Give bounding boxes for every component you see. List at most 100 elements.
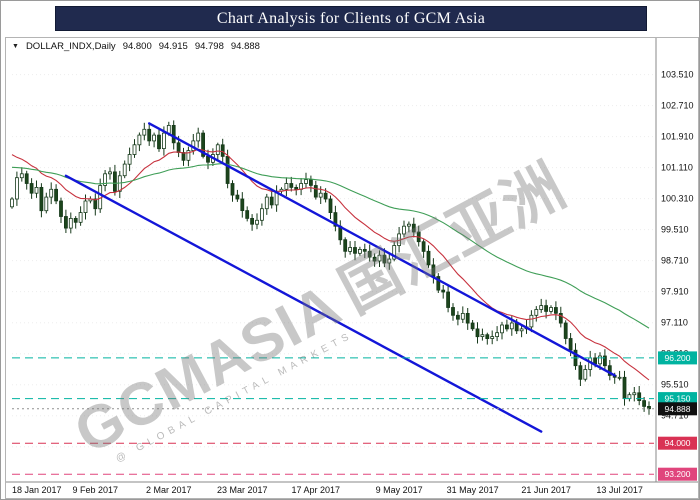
bear-candle bbox=[147, 128, 152, 142]
trendline-lower[interactable] bbox=[64, 174, 543, 433]
bear-candle bbox=[421, 241, 426, 252]
y-axis-label: 103.510 bbox=[661, 70, 694, 80]
bear-candle bbox=[181, 152, 186, 161]
bear-candle bbox=[411, 223, 416, 233]
bear-candle bbox=[328, 198, 333, 214]
grid bbox=[12, 74, 654, 448]
bear-candle bbox=[637, 392, 642, 401]
y-axis-label: 102.710 bbox=[661, 101, 694, 111]
bear-candle bbox=[431, 264, 436, 277]
bull-candle bbox=[78, 212, 83, 223]
bull-candle bbox=[186, 150, 191, 161]
bull-candle bbox=[632, 392, 637, 396]
bear-candle bbox=[451, 307, 455, 316]
bear-candle bbox=[558, 312, 563, 324]
bear-candle bbox=[544, 305, 548, 312]
bear-candle bbox=[308, 179, 313, 186]
x-axis-label: 23 Mar 2017 bbox=[217, 485, 268, 495]
trendline-upper[interactable] bbox=[147, 122, 616, 377]
bear-candle bbox=[475, 328, 480, 338]
bear-candle bbox=[225, 156, 230, 184]
bull-candle bbox=[152, 134, 157, 142]
bear-candle bbox=[113, 171, 117, 192]
bear-candle bbox=[426, 250, 431, 266]
bull-candle bbox=[264, 196, 269, 210]
bear-candle bbox=[603, 355, 607, 367]
bear-candle bbox=[206, 156, 210, 163]
y-axis-label: 101.110 bbox=[661, 163, 693, 173]
bear-candle bbox=[642, 400, 646, 407]
banner-title: Chart Analysis for Clients of GCM Asia bbox=[216, 9, 486, 27]
bear-candle bbox=[362, 248, 367, 252]
bear-candle bbox=[441, 289, 446, 293]
symbol-header: ▼ DOLLAR_INDX,Daily 94.800 94.915 94.798… bbox=[12, 41, 260, 52]
bear-candle bbox=[230, 183, 235, 196]
bear-candle bbox=[607, 365, 612, 376]
bull-candle bbox=[627, 394, 632, 400]
quote-open: 94.800 bbox=[122, 41, 152, 52]
bull-candle bbox=[142, 128, 147, 136]
x-axis-label: 21 Jun 2017 bbox=[521, 485, 571, 495]
x-axis-label: 2 Mar 2017 bbox=[146, 485, 192, 495]
y-axis-label: 95.510 bbox=[661, 380, 689, 390]
bear-candle bbox=[593, 357, 597, 365]
bull-candle bbox=[480, 334, 485, 338]
bull-candle bbox=[122, 163, 127, 177]
bear-candle bbox=[323, 192, 328, 200]
bear-candle bbox=[157, 134, 161, 150]
bear-candle bbox=[240, 198, 245, 212]
bull-candle bbox=[34, 186, 39, 194]
x-axis-label: 13 Jul 2017 bbox=[596, 485, 643, 495]
bull-candle bbox=[509, 322, 514, 330]
ma-fast-line[interactable] bbox=[11, 148, 650, 381]
bear-candle bbox=[372, 256, 377, 262]
bull-candle bbox=[406, 223, 411, 227]
price-tag-96.200[interactable]: 96.200 bbox=[658, 351, 697, 365]
bull-candle bbox=[377, 254, 382, 262]
bear-candle bbox=[455, 314, 460, 320]
bull-candle bbox=[14, 177, 19, 200]
ma-slow-line[interactable] bbox=[11, 163, 650, 329]
collapse-triangle-icon[interactable]: ▼ bbox=[12, 43, 19, 50]
bear-candle bbox=[220, 144, 225, 157]
bear-candle bbox=[382, 254, 387, 264]
bear-candle bbox=[647, 405, 651, 410]
bull-candle bbox=[137, 134, 142, 146]
bull-candle bbox=[387, 258, 392, 264]
bear-candle bbox=[269, 196, 274, 206]
current-price-tag[interactable]: 94.888 bbox=[658, 402, 697, 416]
bull-candle bbox=[259, 208, 264, 221]
price-tag-95.150[interactable]: 95.150 bbox=[658, 392, 697, 406]
bull-candle bbox=[19, 173, 24, 179]
price-tag-label: 94.888 bbox=[665, 404, 691, 414]
bull-candle bbox=[10, 198, 14, 208]
x-axis-label: 9 Feb 2017 bbox=[73, 485, 119, 495]
bear-candle bbox=[176, 142, 181, 153]
candles-layer bbox=[10, 120, 651, 415]
bull-candle bbox=[127, 154, 132, 165]
quote-close: 94.888 bbox=[230, 41, 260, 52]
price-tag-93.200[interactable]: 93.200 bbox=[658, 467, 697, 481]
bear-candle bbox=[465, 312, 470, 324]
bull-candle bbox=[519, 328, 524, 332]
bull-candle bbox=[460, 312, 465, 320]
bear-candle bbox=[24, 173, 29, 184]
bull-candle bbox=[108, 171, 112, 175]
bull-candle bbox=[598, 355, 602, 365]
bull-candle bbox=[583, 369, 588, 380]
price-tag-label: 93.200 bbox=[665, 469, 691, 479]
bear-candle bbox=[367, 250, 372, 258]
quote-low: 94.798 bbox=[194, 41, 224, 52]
bull-candle bbox=[83, 200, 88, 214]
bear-candle bbox=[578, 365, 583, 380]
bull-candle bbox=[196, 132, 201, 142]
chart-area[interactable]: GCMASIA国汇亚洲 @ GLOBAL CAPITAL MARKETS 103… bbox=[5, 37, 699, 499]
bear-candle bbox=[39, 186, 44, 212]
price-chart[interactable]: 103.510 102.710 101.910 101.110 100.310 99.51… bbox=[6, 38, 698, 498]
bear-candle bbox=[568, 338, 573, 351]
bull-candle bbox=[357, 248, 362, 254]
bull-candle bbox=[318, 192, 323, 198]
bear-candle bbox=[29, 183, 34, 194]
price-tag-94.000[interactable]: 94.000 bbox=[658, 436, 697, 450]
bull-candle bbox=[500, 324, 504, 334]
